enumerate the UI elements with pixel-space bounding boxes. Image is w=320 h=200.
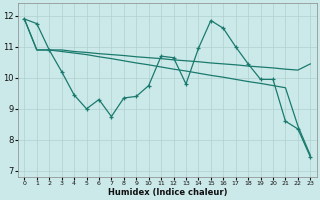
X-axis label: Humidex (Indice chaleur): Humidex (Indice chaleur) — [108, 188, 227, 197]
